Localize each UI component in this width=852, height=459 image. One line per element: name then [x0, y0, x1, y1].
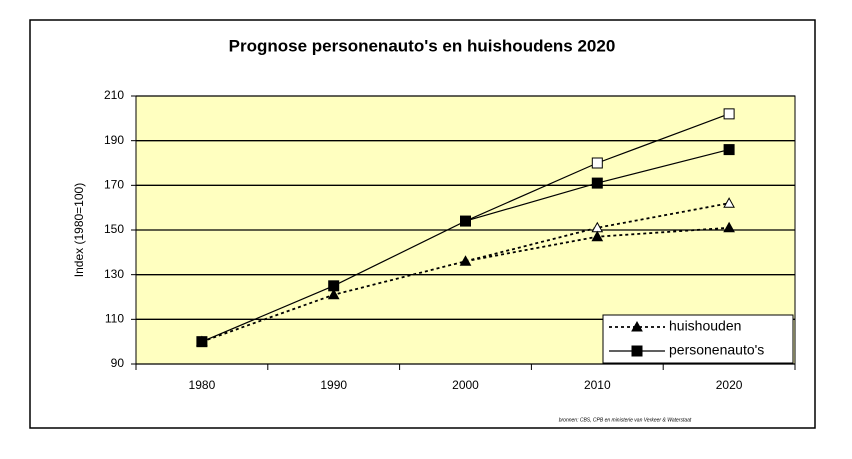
y-tick-label: 150 [104, 222, 124, 236]
x-tick-label: 2000 [452, 378, 479, 392]
x-tick-label: 2010 [584, 378, 611, 392]
source-note: bronnen: CBS, CPB en ministerie van Verk… [559, 417, 692, 423]
marker [328, 280, 340, 292]
y-tick-label: 210 [104, 88, 124, 102]
marker [723, 197, 735, 208]
legend-label: personenauto's [669, 342, 764, 358]
legend-marker [631, 345, 643, 357]
marker [591, 230, 604, 242]
marker [723, 221, 735, 233]
marker [591, 157, 603, 169]
y-tick-label: 190 [104, 133, 124, 147]
x-tick-label: 2020 [716, 378, 743, 392]
marker [591, 177, 603, 189]
x-tick-label: 1990 [320, 378, 347, 392]
chart-title: Prognose personenauto's en huishoudens 2… [229, 36, 616, 55]
y-tick-label: 130 [104, 267, 124, 281]
marker [723, 108, 735, 120]
y-tick-label: 170 [104, 178, 124, 192]
marker [723, 144, 735, 156]
y-axis-label: Index (1980=100) [72, 183, 86, 277]
y-tick-label: 90 [111, 356, 125, 370]
marker [327, 288, 340, 300]
legend-label: huishouden [669, 318, 741, 334]
marker [459, 255, 472, 266]
y-tick-label: 110 [105, 312, 124, 326]
marker [196, 336, 208, 348]
legend-marker [631, 320, 643, 332]
x-tick-label: 1980 [189, 378, 216, 392]
marker [460, 215, 471, 227]
